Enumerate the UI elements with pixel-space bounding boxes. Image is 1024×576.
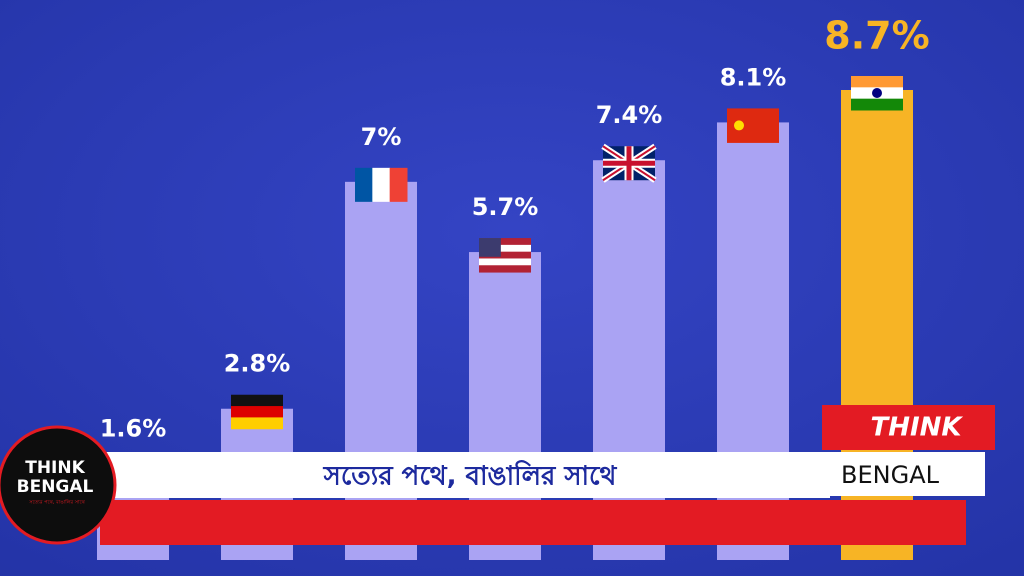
flag xyxy=(851,76,903,111)
flag-stripe xyxy=(479,238,531,246)
flag xyxy=(355,167,408,202)
flag-stripe xyxy=(479,265,531,273)
flag-stripe xyxy=(372,167,391,202)
flag-stripe xyxy=(851,76,903,88)
tagline-strip xyxy=(100,452,830,498)
value-label: 8.1% xyxy=(720,63,787,91)
flag xyxy=(601,143,657,183)
value-label: 7% xyxy=(361,123,402,151)
flag-emblem xyxy=(734,120,744,131)
brand-bottom: BENGAL xyxy=(841,461,940,489)
flag-canton xyxy=(479,238,501,257)
flag-stripe xyxy=(479,251,531,259)
flag xyxy=(479,238,531,273)
flag-stripe xyxy=(479,258,531,266)
flag xyxy=(727,108,779,143)
value-label: 5.7% xyxy=(472,193,539,221)
flag-emblem xyxy=(872,88,882,98)
logo-top: THINK xyxy=(25,458,85,478)
flag-cross xyxy=(603,146,655,181)
tagline: সত্যের পথে, বাঙালির সাথে xyxy=(323,460,618,492)
logo-circle xyxy=(0,425,117,545)
flag-stripe xyxy=(479,244,531,253)
flag-stripe xyxy=(355,167,373,202)
value-label: 7.4% xyxy=(596,101,663,129)
flag xyxy=(231,394,283,430)
brand-top-box xyxy=(822,405,995,450)
value-label: 8.7% xyxy=(824,14,929,58)
value-label: 1.6% xyxy=(100,415,167,443)
red-strip xyxy=(100,500,966,545)
value-label: 2.8% xyxy=(224,350,291,378)
brand-bottom-box xyxy=(820,452,985,496)
flag-stripe xyxy=(851,98,903,111)
logo-tagline: সত্যের পথে, বাঙালির সাথে xyxy=(28,500,85,506)
brand-top: THINK xyxy=(870,413,963,443)
flag-stripe xyxy=(389,167,408,202)
logo: THINK BENGAL সত্যের পথে, বাঙালির সাথে xyxy=(0,425,117,545)
logo-bottom: BENGAL xyxy=(17,477,94,497)
flag-stripe xyxy=(231,394,283,407)
flag-stripe xyxy=(231,406,283,418)
banner: সত্যের পথে, বাঙালির সাথে THINK BENGAL xyxy=(100,405,995,545)
flag-stripe xyxy=(231,417,283,430)
